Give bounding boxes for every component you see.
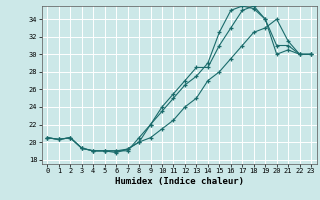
X-axis label: Humidex (Indice chaleur): Humidex (Indice chaleur) [115,177,244,186]
